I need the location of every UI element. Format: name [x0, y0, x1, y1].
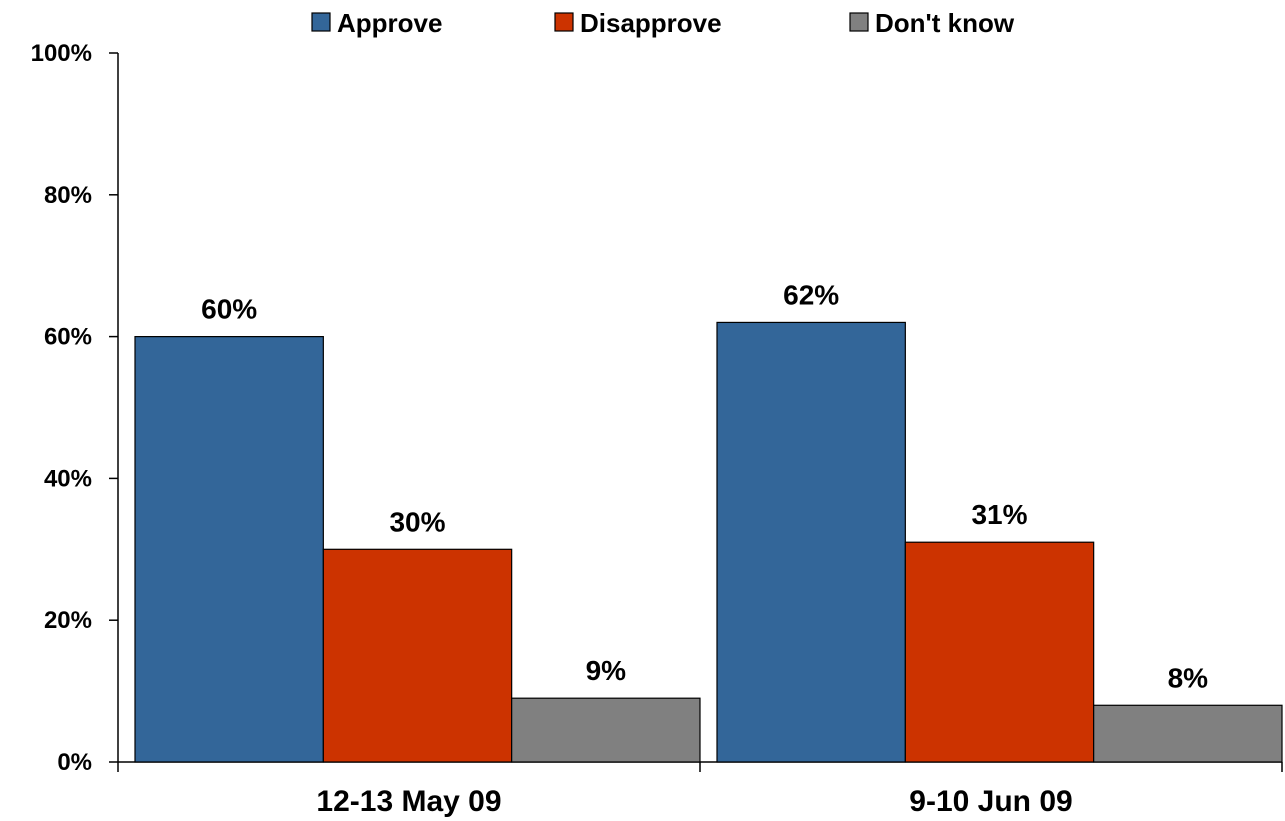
data-label-approve: 60% [201, 294, 257, 325]
y-tick-label: 80% [44, 182, 92, 209]
legend-label-approve: Approve [337, 8, 442, 38]
legend-swatch-don-t-know [849, 12, 869, 32]
x-category-label: 12-13 May 09 [316, 785, 501, 818]
bar-don-t-know [511, 697, 701, 763]
data-label-don-t-know: 8% [1168, 662, 1209, 693]
x-axis: 12-13 May 09 9-10 Jun 09 [117, 761, 1283, 818]
bar-approve [134, 336, 324, 763]
legend-label-don-t-know: Don't know [875, 8, 1015, 38]
bar-disapprove [322, 548, 513, 763]
data-label-approve: 62% [783, 279, 839, 310]
y-tick-label: 60% [44, 324, 92, 351]
data-label-don-t-know: 9% [586, 655, 627, 686]
bar-disapprove [904, 541, 1095, 763]
legend: Approve Disapprove Don't know [311, 8, 1015, 38]
legend-label-disapprove: Disapprove [580, 8, 722, 38]
data-labels: 60% 30% 9% 62% 31% 8% [201, 279, 1208, 693]
y-tick-label: 40% [44, 465, 92, 492]
data-label-disapprove: 31% [971, 499, 1027, 530]
data-label-disapprove: 30% [389, 506, 445, 537]
legend-swatch-disapprove [554, 12, 574, 32]
y-tick-label: 20% [44, 607, 92, 634]
y-tick-label: 100% [31, 40, 92, 67]
bar-approve [716, 321, 906, 763]
bar-don-t-know [1093, 704, 1283, 763]
x-category-label: 9-10 Jun 09 [909, 785, 1072, 818]
bars [134, 321, 1283, 763]
y-tick-label: 0% [57, 749, 92, 776]
y-axis: 0% 20% 40% 60% 80% 100% [31, 40, 119, 776]
legend-swatch-approve [311, 12, 331, 32]
